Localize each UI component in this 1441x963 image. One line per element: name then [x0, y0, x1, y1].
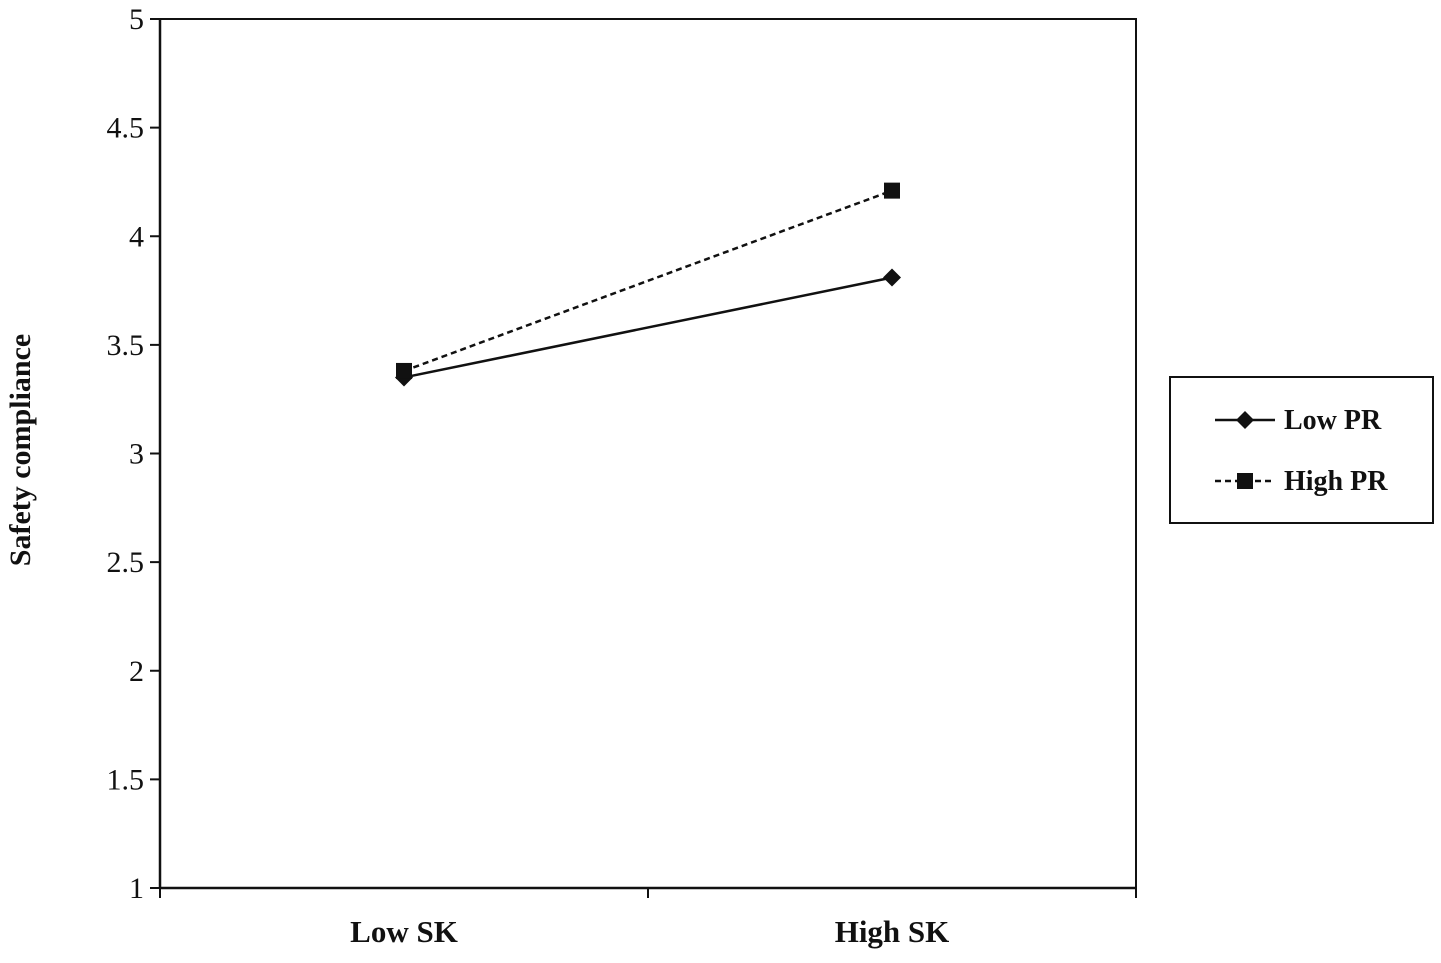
x-axis-ticks: Low SK High SK	[159, 888, 1137, 949]
data-point-high-pr	[884, 182, 900, 199]
legend-swatch-marker	[1236, 411, 1254, 429]
y-tick-label: 3	[129, 438, 144, 471]
legend-item-high-pr: High PR	[1215, 466, 1388, 497]
y-tick-label: 3.5	[107, 329, 145, 362]
legend-label: High PR	[1284, 466, 1388, 497]
series-layer	[395, 182, 901, 387]
y-tick-label: 2	[129, 655, 144, 688]
series-high-pr	[396, 182, 900, 379]
series-line-low-pr	[403, 276, 893, 379]
y-tick-label: 2.5	[107, 546, 145, 579]
y-tick-label: 4	[129, 220, 144, 253]
legend: Low PR High PR	[1169, 376, 1434, 524]
legend-item-low-pr: Low PR	[1215, 405, 1382, 436]
y-tick-label: 4.5	[107, 112, 145, 145]
plot-area-frame	[159, 18, 1137, 889]
data-point-low-pr	[883, 268, 901, 287]
y-tick-label: 1	[129, 872, 144, 905]
x-category-label: High SK	[835, 914, 950, 949]
series-line-high-pr	[403, 189, 893, 373]
x-category-label: Low SK	[350, 914, 458, 949]
y-tick-label: 5	[129, 3, 144, 36]
legend-label: Low PR	[1284, 405, 1382, 436]
y-axis-ticks: 1 1.5 2 2.5 3 3.5 4 4.5 5	[107, 3, 160, 905]
data-point-high-pr	[396, 362, 412, 379]
legend-swatch-marker	[1237, 473, 1253, 489]
legend-box	[1169, 376, 1434, 524]
series-low-pr	[395, 268, 901, 387]
legend-items: Low PR High PR	[1215, 405, 1388, 497]
y-tick-label: 1.5	[107, 763, 145, 796]
y-axis-title: Safety compliance	[4, 334, 37, 566]
